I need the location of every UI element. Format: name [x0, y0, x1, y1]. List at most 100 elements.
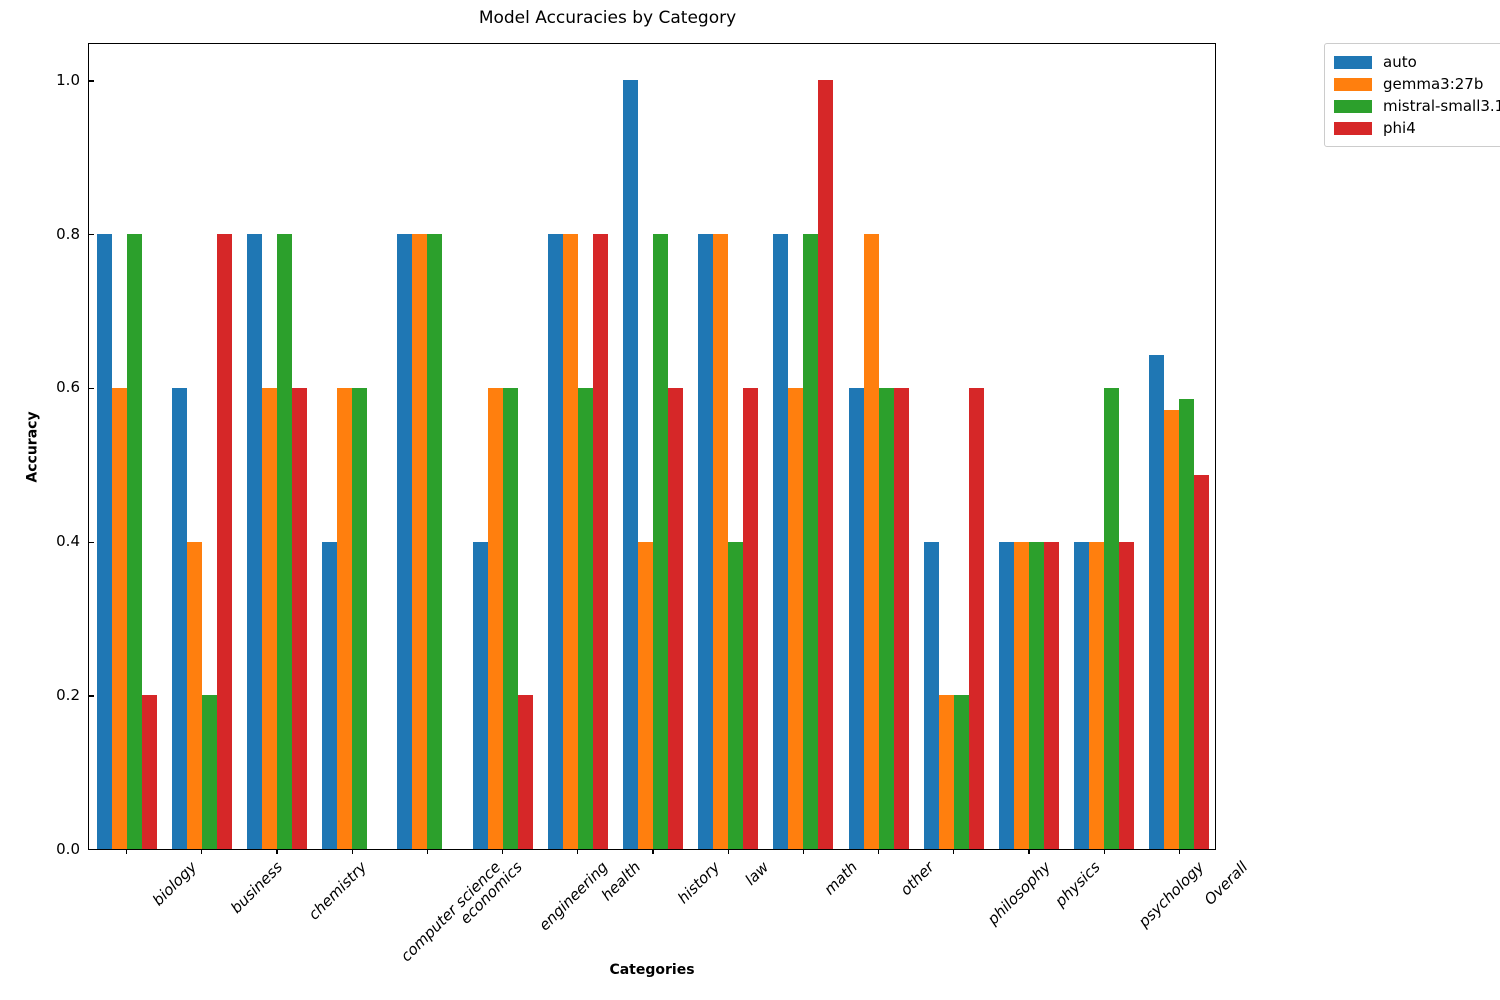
- bar: [1013, 541, 1029, 849]
- plot-area: 0.0 0.2 0.4 0.6 0.8 1.0 biology business chemist…: [56, 44, 1252, 965]
- bar: [487, 387, 503, 849]
- legend-item[interactable]: auto: [1334, 51, 1500, 73]
- x-axis-tick-mark: [1178, 849, 1181, 854]
- bar: [1119, 541, 1135, 849]
- legend-color-swatch: [1334, 77, 1372, 91]
- x-axis-tick-label: computer science: [397, 858, 505, 966]
- bar: [337, 387, 353, 849]
- bar: [502, 387, 518, 849]
- x-axis-tick-label: law: [741, 858, 773, 889]
- x-axis-tick-mark: [802, 849, 805, 854]
- x-axis-tick-mark: [276, 849, 278, 854]
- x-axis-tick-mark: [652, 849, 654, 854]
- bar: [1164, 410, 1180, 849]
- bar: [292, 387, 308, 849]
- x-axis-tick-label: history: [674, 858, 724, 908]
- bar: [1194, 475, 1210, 849]
- y-axis-tick-label: 0.2: [56, 685, 80, 704]
- bar: [1074, 541, 1090, 849]
- y-axis-tick-label: 0.8: [56, 224, 80, 243]
- chart-legend: auto gemma3:27b mistral-small3.1 phi4: [1324, 43, 1500, 147]
- plot-axes: 0.0 0.2 0.4 0.6 0.8 1.0 biology business chemist…: [56, 43, 1252, 965]
- bar: [848, 387, 864, 849]
- bar: [577, 387, 593, 849]
- x-axis-tick-label: business: [226, 858, 286, 917]
- y-axis-tick-mark: [89, 387, 94, 390]
- x-axis-label: Categories: [609, 962, 695, 978]
- y-axis-tick-label: 1.0: [56, 70, 80, 89]
- legend-item-label: mistral-small3.1: [1383, 97, 1500, 115]
- bar: [788, 387, 804, 849]
- y-axis-label: Accuracy: [22, 43, 44, 850]
- x-axis-tick-label: psychology: [1135, 858, 1208, 931]
- bar: [216, 234, 232, 849]
- x-axis-tick-mark: [877, 849, 880, 854]
- bar: [938, 695, 954, 849]
- legend-item-label: phi4: [1383, 119, 1416, 137]
- x-axis-tick-mark: [577, 849, 579, 854]
- y-axis-tick-mark: [89, 80, 94, 82]
- y-axis-tick-mark: [89, 234, 94, 236]
- x-axis-tick-label: biology: [148, 858, 200, 910]
- bar: [352, 387, 368, 849]
- chart-title: Model Accuracies by Category: [478, 8, 737, 28]
- bar: [1029, 541, 1045, 849]
- legend-item[interactable]: mistral-small3.1: [1334, 95, 1500, 117]
- bar: [201, 695, 217, 849]
- x-axis-tick-mark: [953, 849, 955, 854]
- x-axis-tick-mark: [1103, 849, 1105, 854]
- x-axis-tick-mark: [201, 849, 203, 854]
- bar: [547, 234, 563, 849]
- bar: [412, 234, 428, 849]
- bar: [1089, 541, 1105, 849]
- bar: [562, 234, 578, 849]
- x-axis-tick-mark: [727, 849, 729, 854]
- legend-item-label: gemma3:27b: [1383, 75, 1484, 93]
- bar: [998, 541, 1014, 849]
- bar: [277, 234, 293, 849]
- bar: [713, 234, 729, 849]
- bar: [96, 234, 112, 849]
- x-axis-tick-label: other: [896, 858, 938, 899]
- x-axis-tick-mark: [501, 849, 504, 854]
- bar: [863, 234, 879, 849]
- bar: [953, 695, 969, 849]
- bar: [592, 234, 608, 849]
- bar: [818, 80, 834, 849]
- legend-item[interactable]: phi4: [1334, 117, 1500, 139]
- bar: [517, 695, 533, 849]
- bar: [261, 387, 277, 849]
- bar: [743, 387, 759, 849]
- bar: [653, 234, 669, 849]
- bar: [923, 541, 939, 849]
- bar: [1149, 354, 1165, 849]
- y-axis-tick-label: 0.6: [56, 378, 80, 397]
- x-axis-tick-label: chemistry: [304, 858, 371, 924]
- y-axis-tick-mark: [89, 695, 94, 697]
- bar: [968, 387, 984, 849]
- legend-item-label: auto: [1383, 53, 1417, 71]
- bar: [1044, 541, 1060, 849]
- bar: [1179, 398, 1195, 849]
- bar: [186, 541, 202, 849]
- bar: [668, 387, 684, 849]
- legend-item[interactable]: gemma3:27b: [1334, 73, 1500, 95]
- bar: [397, 234, 413, 849]
- legend-color-swatch: [1334, 99, 1372, 113]
- x-axis-tick-label: Overall: [1201, 858, 1252, 909]
- x-axis-tick-mark: [1028, 849, 1030, 854]
- bar: [1104, 387, 1120, 849]
- legend-color-swatch: [1334, 55, 1372, 69]
- bar: [637, 541, 653, 849]
- legend-color-swatch: [1334, 121, 1372, 135]
- bar: [141, 695, 157, 849]
- x-axis-tick-label: engineering: [534, 858, 612, 935]
- bar: [126, 234, 142, 849]
- bar: [171, 387, 187, 849]
- x-axis-tick-mark: [125, 849, 128, 854]
- bar: [698, 234, 714, 849]
- x-axis-tick-mark: [351, 849, 353, 854]
- y-axis-tick-mark: [89, 541, 94, 543]
- bar: [622, 80, 638, 849]
